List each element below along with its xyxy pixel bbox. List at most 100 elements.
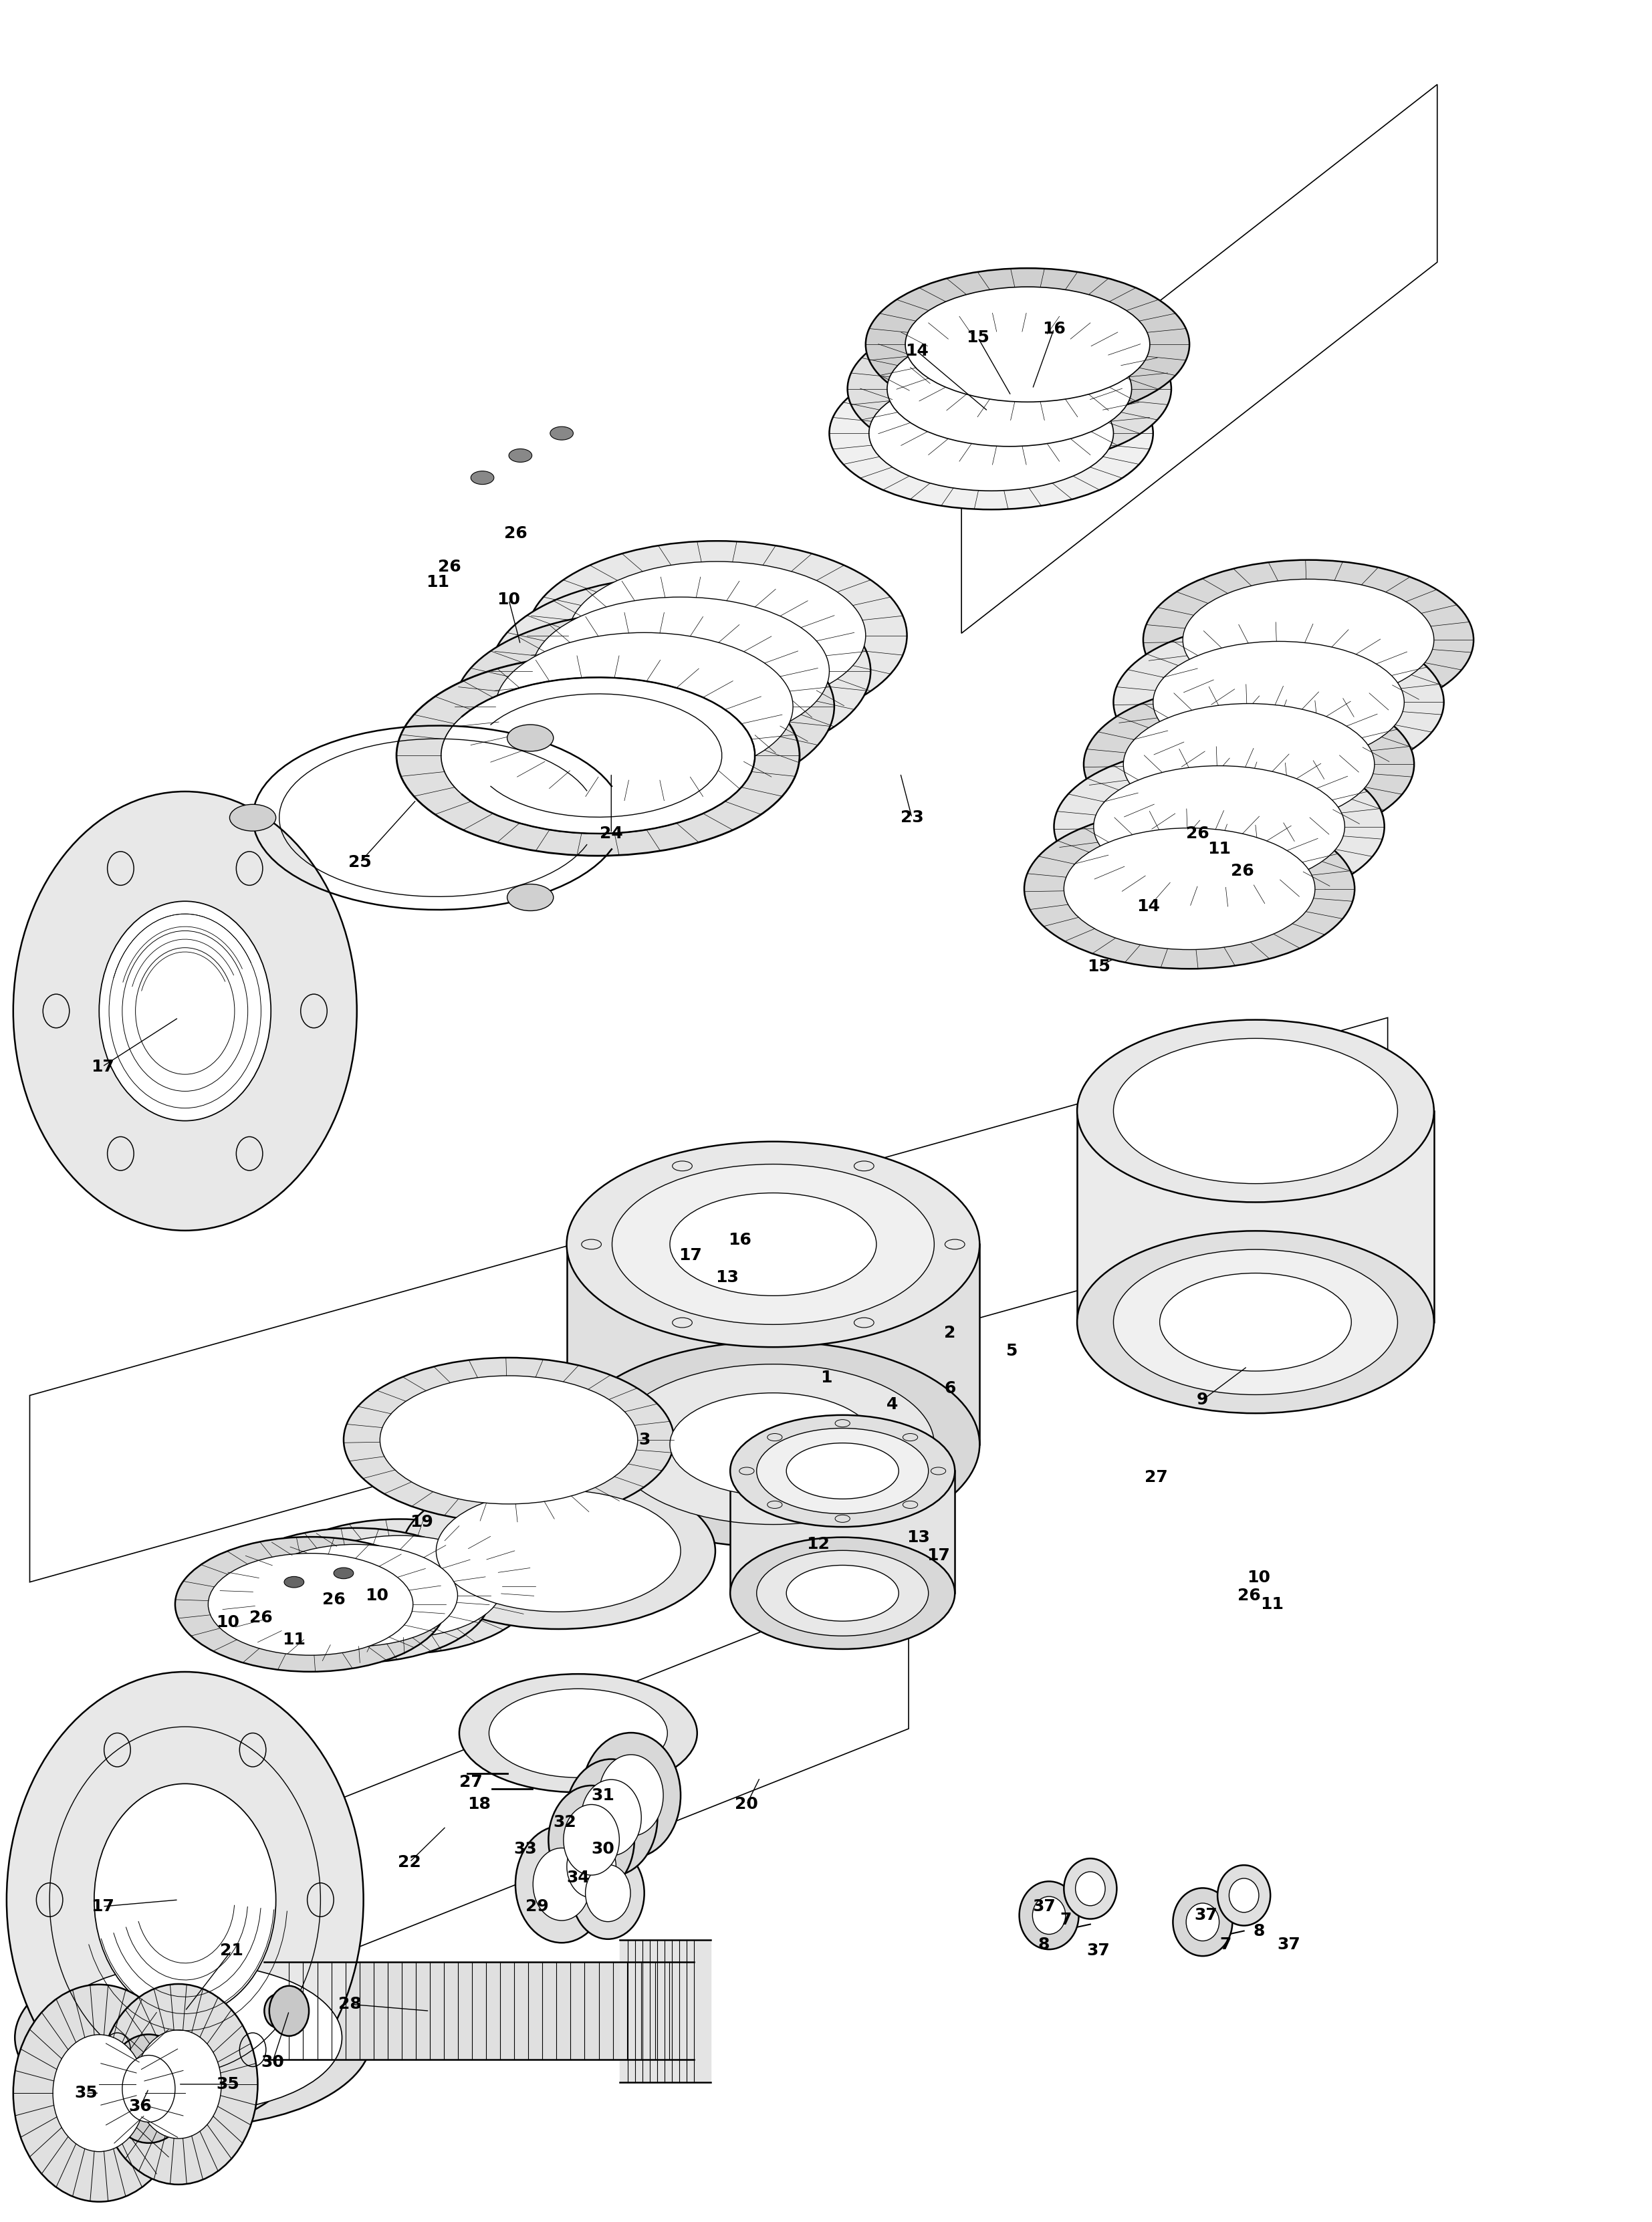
Text: 18: 18 <box>468 1795 491 1813</box>
Ellipse shape <box>548 1786 634 1893</box>
Text: 8: 8 <box>1252 1922 1265 1940</box>
Ellipse shape <box>297 1535 502 1638</box>
Ellipse shape <box>550 427 573 440</box>
Ellipse shape <box>1019 1882 1079 1949</box>
Text: 4: 4 <box>885 1395 899 1413</box>
Ellipse shape <box>284 1578 304 1587</box>
Text: 36: 36 <box>129 2098 152 2115</box>
Text: 31: 31 <box>591 1786 615 1804</box>
Ellipse shape <box>887 331 1132 447</box>
Text: 13: 13 <box>715 1269 738 1287</box>
Ellipse shape <box>1032 1895 1066 1933</box>
Ellipse shape <box>730 1538 955 1649</box>
Text: 1: 1 <box>819 1369 833 1387</box>
Text: 26: 26 <box>438 558 461 575</box>
Ellipse shape <box>1064 829 1315 949</box>
Ellipse shape <box>567 1835 616 1898</box>
Ellipse shape <box>613 1164 935 1324</box>
Text: 10: 10 <box>497 591 520 609</box>
Ellipse shape <box>568 562 866 709</box>
Ellipse shape <box>454 611 834 802</box>
Ellipse shape <box>53 2035 145 2151</box>
Text: 17: 17 <box>927 1547 950 1564</box>
Ellipse shape <box>565 1760 657 1875</box>
Text: 27: 27 <box>1145 1469 1168 1487</box>
Text: 11: 11 <box>426 573 449 591</box>
Ellipse shape <box>1186 1902 1219 1942</box>
Text: 35: 35 <box>216 2075 240 2093</box>
Ellipse shape <box>264 1993 291 2029</box>
Text: 30: 30 <box>261 2053 284 2071</box>
Ellipse shape <box>94 1784 276 2015</box>
Ellipse shape <box>613 1364 935 1524</box>
Text: 37: 37 <box>1032 1898 1056 1915</box>
Polygon shape <box>730 1471 955 1593</box>
Ellipse shape <box>757 1551 928 1635</box>
Ellipse shape <box>13 1984 185 2202</box>
Ellipse shape <box>671 1393 877 1495</box>
Ellipse shape <box>396 655 800 855</box>
Ellipse shape <box>1153 642 1404 762</box>
Text: 32: 32 <box>553 1813 577 1831</box>
Ellipse shape <box>866 269 1189 420</box>
Ellipse shape <box>264 1520 535 1653</box>
Ellipse shape <box>491 575 871 767</box>
Ellipse shape <box>869 376 1113 491</box>
Text: 10: 10 <box>216 1613 240 1631</box>
Ellipse shape <box>534 1849 590 1920</box>
Text: 10: 10 <box>1247 1569 1270 1587</box>
Ellipse shape <box>1024 809 1355 969</box>
Ellipse shape <box>585 1864 631 1922</box>
Text: 16: 16 <box>1042 320 1066 338</box>
Ellipse shape <box>730 1415 955 1527</box>
Ellipse shape <box>7 1671 363 2129</box>
Ellipse shape <box>1094 767 1345 887</box>
Ellipse shape <box>15 1949 372 2126</box>
Ellipse shape <box>230 804 276 831</box>
Ellipse shape <box>509 449 532 462</box>
Ellipse shape <box>567 1342 980 1547</box>
Ellipse shape <box>1173 1889 1232 1955</box>
Ellipse shape <box>532 598 829 744</box>
Ellipse shape <box>471 471 494 484</box>
Ellipse shape <box>552 1815 631 1918</box>
Ellipse shape <box>441 678 755 833</box>
Ellipse shape <box>786 1442 899 1500</box>
Ellipse shape <box>1064 1858 1117 1920</box>
Ellipse shape <box>106 2035 192 2142</box>
Text: 28: 28 <box>339 1995 362 2013</box>
Ellipse shape <box>1143 560 1474 720</box>
Text: 6: 6 <box>943 1380 957 1398</box>
Text: 7: 7 <box>1059 1911 1072 1929</box>
Ellipse shape <box>1075 1871 1105 1906</box>
Text: 37: 37 <box>1194 1906 1218 1924</box>
Ellipse shape <box>757 1429 928 1513</box>
Polygon shape <box>1077 1111 1434 1322</box>
Ellipse shape <box>13 791 357 1231</box>
Text: 17: 17 <box>91 1058 114 1075</box>
Ellipse shape <box>344 1358 674 1522</box>
Ellipse shape <box>572 1846 644 1940</box>
Ellipse shape <box>582 1780 641 1855</box>
Ellipse shape <box>1077 1020 1434 1202</box>
Text: 11: 11 <box>1208 840 1231 858</box>
Text: 19: 19 <box>410 1513 433 1531</box>
Text: 24: 24 <box>600 824 623 842</box>
Ellipse shape <box>507 884 553 911</box>
Ellipse shape <box>99 902 271 1120</box>
Ellipse shape <box>436 1491 681 1611</box>
Ellipse shape <box>1113 1249 1398 1395</box>
Ellipse shape <box>1077 1231 1434 1413</box>
Text: 15: 15 <box>966 329 990 347</box>
Ellipse shape <box>1123 704 1374 824</box>
Text: 11: 11 <box>1260 1595 1284 1613</box>
Text: 26: 26 <box>1186 824 1209 842</box>
Text: 23: 23 <box>900 809 923 827</box>
Text: 8: 8 <box>1037 1935 1051 1953</box>
Text: 25: 25 <box>349 853 372 871</box>
Polygon shape <box>264 1962 694 2060</box>
Text: 37: 37 <box>1087 1942 1110 1960</box>
Ellipse shape <box>829 358 1153 509</box>
Ellipse shape <box>122 2055 175 2122</box>
Polygon shape <box>620 1940 710 2082</box>
